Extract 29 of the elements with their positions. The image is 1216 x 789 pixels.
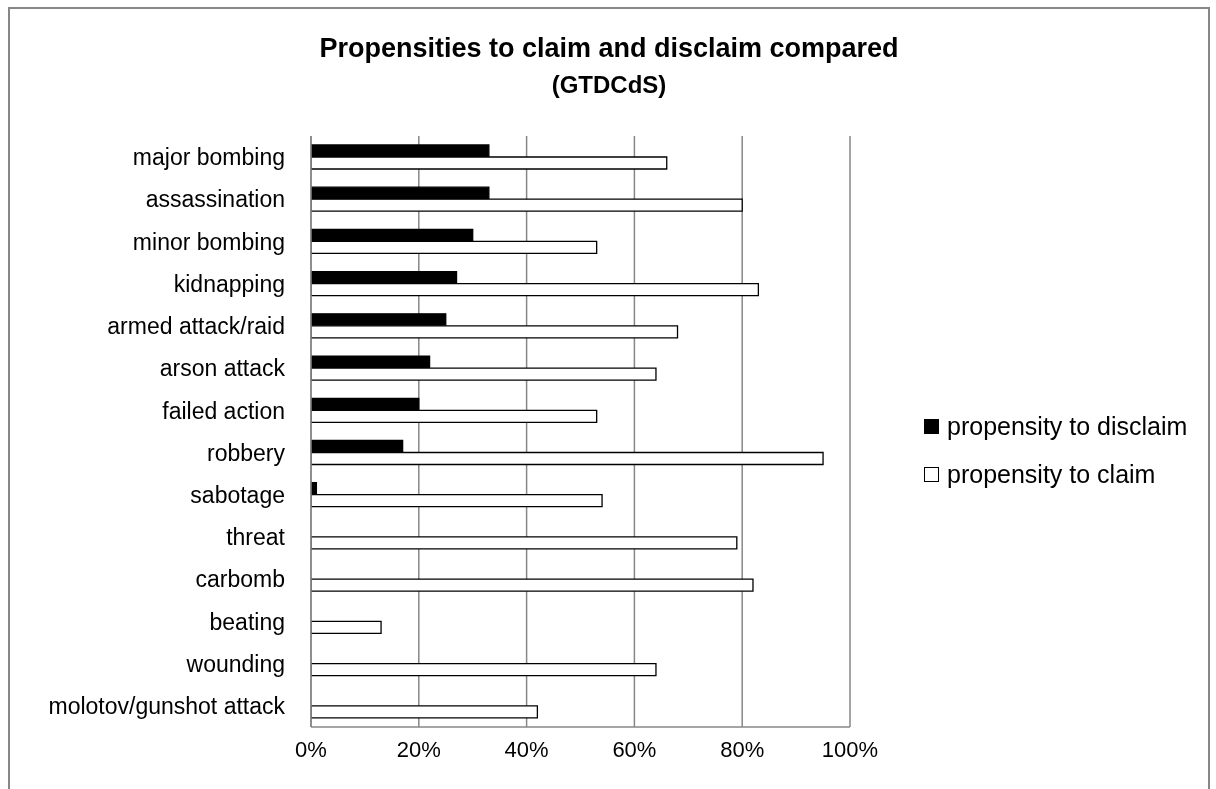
y-tick-label: beating [209, 608, 285, 635]
legend-label: propensity to disclaim [947, 411, 1188, 441]
legend-label: propensity to claim [947, 459, 1156, 489]
bar [311, 536, 738, 550]
x-tick-label: 80% [720, 736, 765, 762]
chart-subtitle: (GTDCdS) [550, 71, 668, 99]
x-tick-label: 40% [504, 736, 549, 762]
bar [311, 578, 754, 592]
x-tick-label: 20% [396, 736, 441, 762]
y-tick-label: arson attack [159, 355, 286, 382]
y-tick-label: kidnapping [173, 270, 285, 297]
y-tick-label: failed action [162, 397, 285, 424]
y-tick-label: assassination [145, 186, 285, 213]
x-tick-label: 0% [295, 736, 327, 762]
y-tick-label: wounding [185, 650, 285, 677]
y-tick-label: major bombing [132, 144, 285, 171]
chart-title: Propensities to claim and disclaim compared [318, 32, 900, 64]
y-tick-label: carbomb [195, 566, 285, 593]
y-tick-label: armed attack/raid [107, 313, 285, 340]
y-tick-label: molotov/gunshot attack [48, 693, 286, 720]
y-tick-label: robbery [207, 439, 286, 466]
bar [311, 620, 382, 635]
x-tick-label: 60% [612, 736, 657, 762]
bar [311, 662, 657, 677]
y-tick-label: threat [226, 524, 286, 551]
y-tick-label: sabotage [190, 481, 285, 508]
y-tick-label: minor bombing [132, 228, 285, 255]
x-tick-label: 100% [821, 736, 879, 762]
bar [311, 705, 539, 719]
